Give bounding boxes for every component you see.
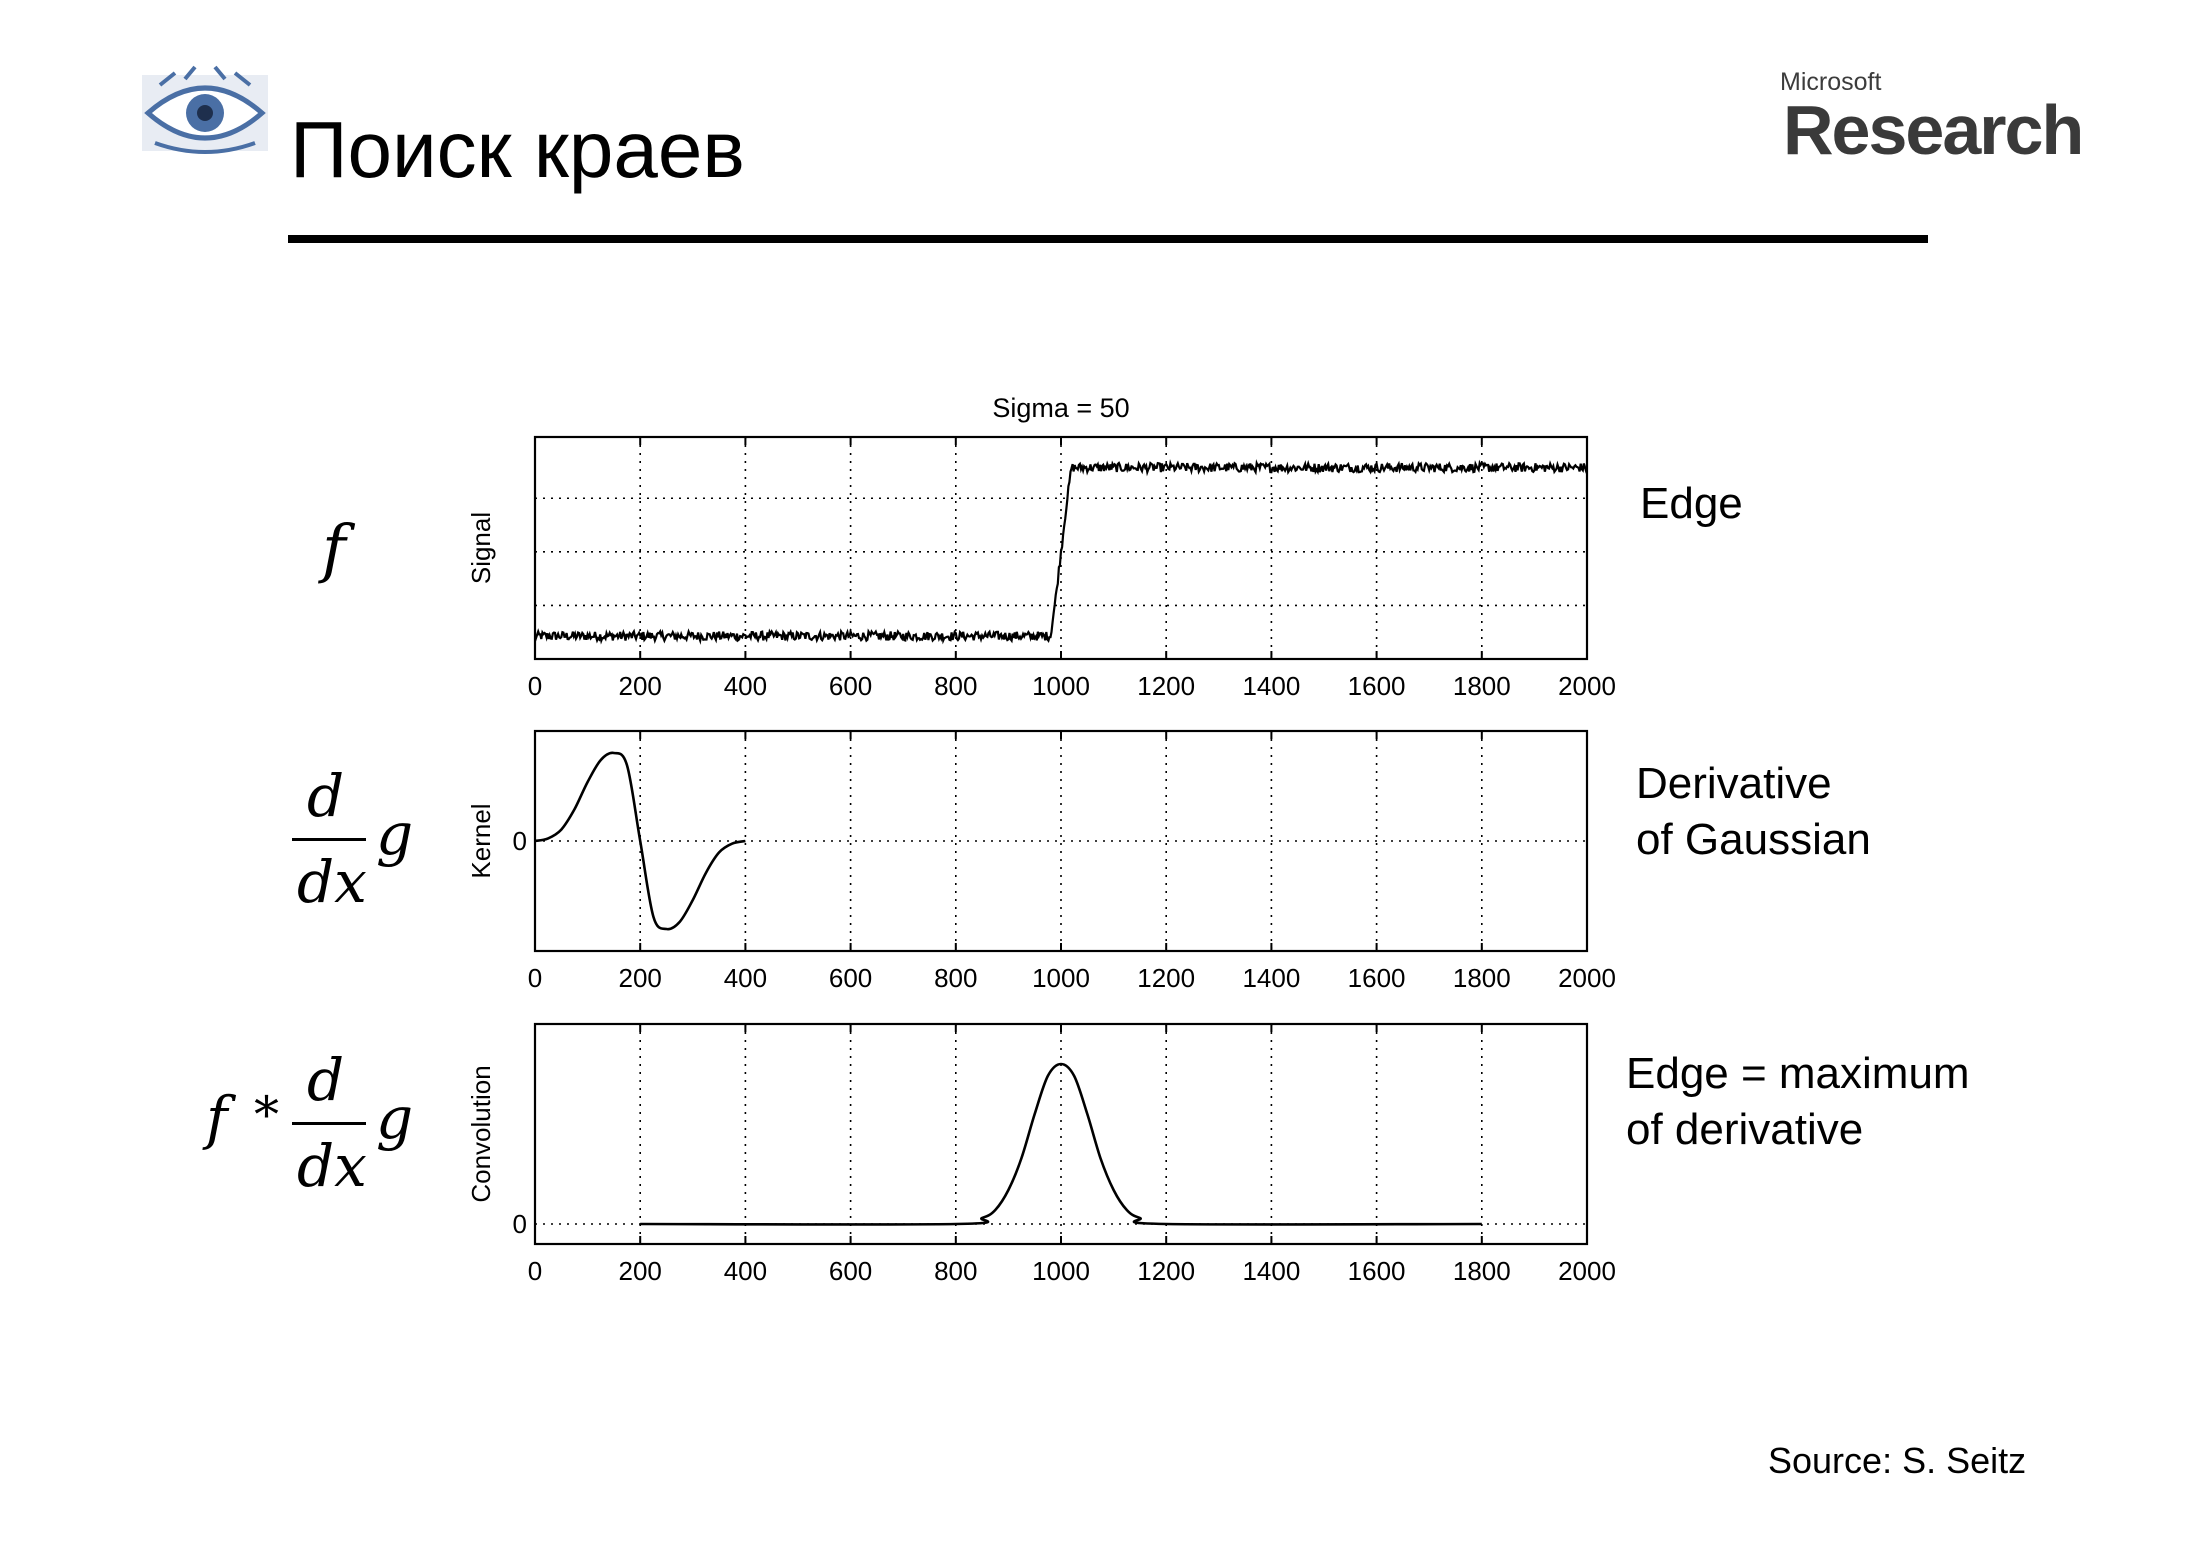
x-tick-label: 1800 <box>1453 671 1511 701</box>
x-tick-label: 2000 <box>1558 671 1616 701</box>
chart-title: Sigma = 50 <box>992 393 1129 423</box>
series-line <box>640 1062 1482 1226</box>
x-tick-label: 0 <box>528 671 542 701</box>
x-tick-label: 200 <box>619 963 662 993</box>
x-tick-label: 1400 <box>1242 1256 1300 1286</box>
y-tick-label: 0 <box>513 826 527 856</box>
x-tick-label: 2000 <box>1558 963 1616 993</box>
formula-dx-denominator-2: dx <box>297 1132 367 1200</box>
x-tick-label: 1000 <box>1032 963 1090 993</box>
x-tick-label: 1200 <box>1137 963 1195 993</box>
formula-g-symbol-2: g <box>376 1084 414 1152</box>
title-divider <box>288 235 1928 243</box>
label-derivative-line1: Derivative <box>1636 759 1832 808</box>
x-tick-label: 1800 <box>1453 963 1511 993</box>
formula-d-numerator-2: d <box>307 1046 345 1114</box>
source-credit: Source: S. Seitz <box>1768 1440 2027 1481</box>
x-tick-label: 1800 <box>1453 1256 1511 1286</box>
series-line <box>534 751 746 931</box>
x-tick-label: 1600 <box>1348 1256 1406 1286</box>
y-axis-label: Kernel <box>466 803 496 878</box>
x-tick-label: 0 <box>528 963 542 993</box>
x-tick-label: 1000 <box>1032 671 1090 701</box>
x-tick-label: 800 <box>934 963 977 993</box>
label-maximum-line1: Edge = maximum <box>1626 1049 1970 1098</box>
x-tick-label: 800 <box>934 671 977 701</box>
y-axis-label: Signal <box>466 512 496 584</box>
y-axis-label: Convolution <box>466 1065 496 1202</box>
formula-d-numerator: d <box>307 762 345 830</box>
x-tick-label: 400 <box>724 963 767 993</box>
x-tick-label: 600 <box>829 963 872 993</box>
y-tick-label: 0 <box>513 1209 527 1239</box>
x-tick-label: 200 <box>619 1256 662 1286</box>
microsoft-research-logo: Microsoft Research <box>1780 68 2084 169</box>
x-tick-label: 0 <box>528 1256 542 1286</box>
x-tick-label: 2000 <box>1558 1256 1616 1286</box>
x-tick-label: 400 <box>724 671 767 701</box>
formula-f-symbol: f <box>322 512 346 586</box>
x-tick-label: 800 <box>934 1256 977 1286</box>
formula-f-symbol-2: f <box>206 1084 228 1152</box>
label-edge: Edge <box>1640 479 1743 528</box>
x-tick-label: 1200 <box>1137 671 1195 701</box>
x-tick-label: 1600 <box>1348 963 1406 993</box>
x-tick-label: 1600 <box>1348 671 1406 701</box>
formula-dx-denominator: dx <box>297 848 367 916</box>
logo-research-text: Research <box>1783 91 2084 169</box>
x-tick-label: 1400 <box>1242 963 1300 993</box>
formula-g-symbol: g <box>376 800 414 868</box>
series-line <box>533 459 1589 645</box>
logo-microsoft-text: Microsoft <box>1780 68 1882 96</box>
label-derivative-line2: of Gaussian <box>1636 815 1871 864</box>
label-maximum-line2: of derivative <box>1626 1105 1864 1154</box>
eye-logo-icon <box>142 65 268 154</box>
fraction-bar-2 <box>292 1122 366 1125</box>
page-title: Поиск краев <box>290 105 745 194</box>
x-tick-label: 1200 <box>1137 1256 1195 1286</box>
x-tick-label: 1400 <box>1242 671 1300 701</box>
fraction-bar <box>292 838 366 841</box>
x-tick-label: 600 <box>829 1256 872 1286</box>
x-tick-label: 600 <box>829 671 872 701</box>
x-tick-label: 1000 <box>1032 1256 1090 1286</box>
x-tick-label: 200 <box>619 671 662 701</box>
x-tick-label: 400 <box>724 1256 767 1286</box>
convolution-star-symbol: * <box>254 1086 279 1144</box>
